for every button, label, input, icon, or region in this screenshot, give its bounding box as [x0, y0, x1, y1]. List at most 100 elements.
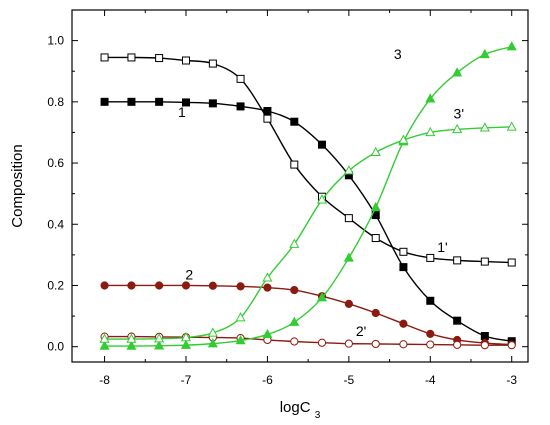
series-3-point: [262, 328, 273, 339]
series-3-point: [126, 340, 137, 350]
series-3-prime-point: [207, 327, 218, 337]
series-3-prime-point: [126, 333, 137, 343]
series-1-prime-point: [208, 59, 217, 68]
series-1-point: [208, 99, 217, 108]
series-3-prime: [99, 121, 517, 343]
series-1-point: [426, 296, 435, 305]
series-3-point: [479, 48, 490, 59]
series-2-prime-point: [480, 341, 489, 350]
series-1-prime-point: [344, 214, 353, 223]
series-2-prime-point: [453, 340, 462, 349]
series-3-point: [99, 340, 110, 350]
y-tick-label: 1.0: [47, 34, 64, 48]
series-1-point: [399, 263, 408, 272]
series-3-prime-point: [180, 331, 192, 342]
series-2-prime-line: [104, 335, 512, 346]
series-1-prime-point: [426, 253, 435, 262]
series-3-prime-point: [262, 272, 273, 282]
series-2-prime-point: [507, 341, 516, 350]
y-tick-label: 0.4: [47, 217, 64, 231]
series-1-point: [236, 102, 245, 111]
y-tick-label: 0.6: [47, 156, 64, 170]
series-2-prime-point: [344, 339, 353, 348]
series-3-prime-point: [370, 146, 381, 157]
series-2-point: [344, 299, 353, 308]
series-label-3-prime: 3': [454, 106, 464, 122]
series-2-prime-point: [399, 340, 408, 349]
x-tick-label: -8: [99, 373, 110, 387]
y-axis-title: Composition: [9, 144, 26, 227]
series-1-line: [104, 101, 512, 342]
series-1-point: [453, 316, 462, 325]
series-3-prime-point: [154, 333, 165, 343]
series-1-point: [480, 331, 489, 340]
series-2-prime-point: [371, 339, 380, 349]
series-3: [99, 41, 517, 350]
series-2-prime-point: [290, 337, 299, 346]
series-2-point: [155, 281, 164, 290]
series-label-2-prime: 2': [356, 323, 366, 339]
series-2-point: [100, 281, 109, 290]
series-label-2: 2: [185, 266, 193, 282]
axes-layer: -8 -7 -6 -5 -4 -3 0.0 0.2 0.4 0.6 0.8 1.0: [47, 9, 529, 387]
series-2-point: [181, 281, 191, 290]
series-1-prime-line: [104, 56, 512, 264]
series-3-point: [343, 252, 354, 262]
series-3-point: [452, 67, 463, 77]
series-3-prime-point: [235, 312, 246, 322]
x-axis-title-main: logC: [280, 399, 311, 416]
series-2-point: [263, 283, 272, 292]
series-3-point: [506, 41, 517, 51]
series-3-prime-point: [343, 165, 354, 175]
series-1-prime-point: [399, 247, 408, 256]
labels-layer: 1 1' 2 2' 3 3': [178, 46, 464, 339]
series-label-3: 3: [394, 46, 402, 62]
series-2-point: [290, 285, 299, 295]
x-tick-label: -7: [181, 373, 192, 387]
series-1-point: [263, 107, 272, 116]
series-3-prime-point: [289, 238, 300, 248]
series-2-point: [371, 308, 380, 318]
series-1-point: [317, 140, 326, 149]
series-2-point: [127, 281, 136, 290]
series-1-prime-point: [290, 160, 299, 169]
series-2-point: [426, 329, 435, 338]
series-label-1: 1: [178, 104, 186, 120]
x-tick-label: -5: [344, 373, 355, 387]
series-2-point: [399, 319, 408, 328]
series-2-prime-point: [317, 338, 327, 347]
series-1-point: [155, 97, 164, 106]
series-3-prime-point: [506, 121, 517, 131]
series-1-prime-point: [453, 256, 462, 265]
series-3-point: [289, 316, 300, 326]
series-1-prime-point: [236, 74, 245, 83]
series-1-prime-point: [155, 54, 164, 63]
series-1-prime-point: [263, 114, 272, 123]
series-3-point: [425, 93, 436, 103]
series-1-prime-point: [371, 234, 380, 243]
y-tick-label: 0.2: [47, 278, 64, 292]
series-2-line: [104, 284, 512, 346]
series-3-point: [235, 335, 246, 345]
series-3-prime-point: [316, 194, 328, 204]
series-3-point: [316, 292, 328, 302]
series-1-prime-point: [127, 53, 136, 62]
x-tick-label: -4: [425, 373, 436, 387]
series-3-point: [207, 338, 218, 348]
series-1-point: [290, 117, 299, 126]
series-3-point: [154, 340, 165, 350]
x-tick-label: -3: [506, 373, 517, 387]
series-3-point: [370, 201, 381, 212]
series-layer: [99, 41, 517, 350]
series-1-prime: [100, 53, 516, 267]
series-1-prime-point: [480, 257, 489, 266]
series-1-point: [100, 97, 109, 106]
series-3-line: [104, 46, 512, 347]
series-3-prime-point: [452, 123, 463, 134]
series-3-prime-point: [479, 122, 490, 132]
plot-frame: [71, 9, 529, 363]
series-3-point: [180, 339, 192, 349]
x-axis-title: logC 3: [280, 399, 321, 421]
